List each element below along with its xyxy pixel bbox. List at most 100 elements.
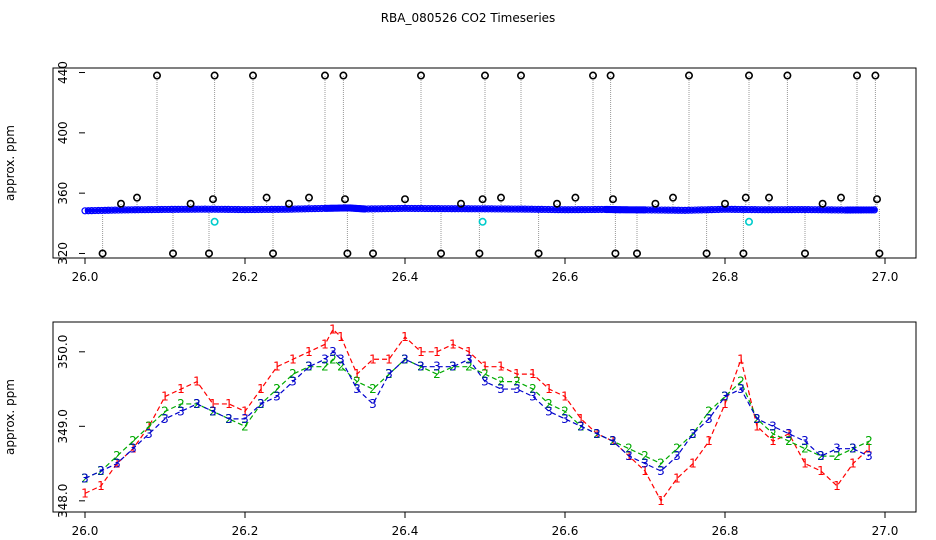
- series-point-1: 1: [849, 457, 857, 471]
- series-point-2: 2: [705, 404, 713, 418]
- top-x-tick-label: 26.4: [392, 270, 419, 284]
- baseline-point: [378, 205, 386, 213]
- baseline-point: [101, 206, 109, 214]
- baseline-point: [218, 205, 226, 213]
- series-point-3: 3: [769, 419, 777, 433]
- series-point-3: 3: [225, 412, 233, 426]
- series-point-1: 1: [481, 360, 489, 374]
- bottom-y-tick-label: 350.0: [56, 335, 70, 369]
- baseline-point: [134, 206, 142, 214]
- series-point-3: 3: [129, 442, 137, 456]
- baseline-point: [281, 205, 289, 213]
- baseline-point: [734, 205, 742, 214]
- series-point-3: 3: [81, 471, 89, 485]
- series-point-1: 1: [753, 419, 761, 433]
- baseline-point: [308, 205, 316, 213]
- series-point-2: 2: [657, 457, 665, 471]
- spike-drop-lines: [102, 75, 880, 254]
- spike-point: [744, 71, 753, 80]
- series-point-3: 3: [449, 360, 457, 374]
- baseline-point: [144, 206, 152, 214]
- y-axis-label-top: approx. ppm: [3, 125, 17, 201]
- series-point-2: 2: [401, 352, 409, 366]
- baseline-point: [108, 206, 116, 214]
- baseline-point: [178, 205, 186, 213]
- baseline-point: [194, 205, 202, 213]
- series-point-1: 1: [225, 397, 233, 411]
- baseline-point: [664, 206, 672, 214]
- series-point-2: 2: [321, 360, 329, 374]
- baseline-point: [534, 205, 542, 213]
- baseline-point: [244, 205, 252, 214]
- baseline-point: [314, 204, 322, 213]
- series-point-3: 3: [257, 397, 265, 411]
- series-point-1: 1: [785, 427, 793, 441]
- baseline-point: [694, 206, 702, 214]
- baseline-point: [804, 206, 812, 214]
- series-point-1: 1: [209, 397, 217, 411]
- baseline-point: [431, 205, 439, 213]
- baseline-point: [794, 206, 802, 214]
- baseline-point: [204, 205, 212, 213]
- baseline-point: [388, 204, 396, 213]
- baseline-point: [154, 205, 162, 214]
- series-point-1: 1: [161, 390, 169, 404]
- baseline-point: [708, 206, 716, 214]
- spike-point: [304, 193, 313, 202]
- baseline-point: [384, 205, 392, 213]
- baseline-point: [191, 205, 199, 213]
- baseline-point: [748, 205, 756, 214]
- baseline-point: [514, 205, 522, 213]
- spike-point: [117, 199, 126, 208]
- baseline-point: [714, 205, 722, 214]
- baseline-point: [594, 205, 602, 214]
- baseline-point: [81, 207, 89, 215]
- baseline-point: [198, 205, 206, 213]
- baseline-point: [201, 205, 209, 213]
- spike-point: [534, 249, 543, 258]
- series-point-2: 2: [817, 449, 825, 463]
- baseline-point: [751, 206, 759, 214]
- series-point-3: 3: [785, 427, 793, 441]
- baseline-point: [224, 205, 232, 214]
- chart-title: RBA_080526 CO2 Timeseries: [381, 11, 556, 25]
- series-point-1: 1: [577, 412, 585, 426]
- baseline-point: [661, 206, 669, 214]
- series-point-1: 1: [545, 382, 553, 396]
- baseline-point: [508, 205, 516, 213]
- spike-point: [98, 249, 107, 258]
- series-point-2: 2: [145, 419, 153, 433]
- series-point-2: 2: [641, 449, 649, 463]
- baseline-point: [131, 206, 139, 214]
- series-point-1: 1: [289, 352, 297, 366]
- baseline-point: [771, 206, 779, 214]
- series-point-3: 3: [849, 442, 857, 456]
- baseline-point: [414, 204, 422, 213]
- baseline-point: [641, 206, 649, 214]
- baseline-point: [428, 204, 436, 213]
- series-point-3: 3: [417, 360, 425, 374]
- series-point-1: 1: [329, 322, 337, 336]
- baseline-point: [481, 205, 489, 213]
- spike-point: [496, 193, 505, 202]
- series-point-1: 1: [193, 375, 201, 389]
- baseline-point: [221, 205, 229, 213]
- baseline-point: [464, 205, 472, 213]
- spike-point: [478, 195, 487, 204]
- baseline-point: [811, 206, 819, 214]
- series-point-1: 1: [833, 479, 841, 493]
- top-x-tick-label: 27.0: [872, 270, 899, 284]
- cyan-point: [210, 217, 219, 226]
- baseline-point: [808, 206, 816, 214]
- series-line-3: [84, 350, 870, 480]
- series-point-2: 2: [625, 442, 633, 456]
- series-point-1: 1: [401, 330, 409, 344]
- baseline-point: [478, 205, 486, 213]
- series-point-1: 1: [417, 345, 425, 359]
- y-axis-bottom: 348.0 349.0 350.0: [56, 335, 85, 518]
- baseline-point: [698, 206, 706, 214]
- spike-point: [836, 193, 845, 202]
- spike-point: [608, 195, 617, 204]
- baseline-point: [678, 206, 686, 214]
